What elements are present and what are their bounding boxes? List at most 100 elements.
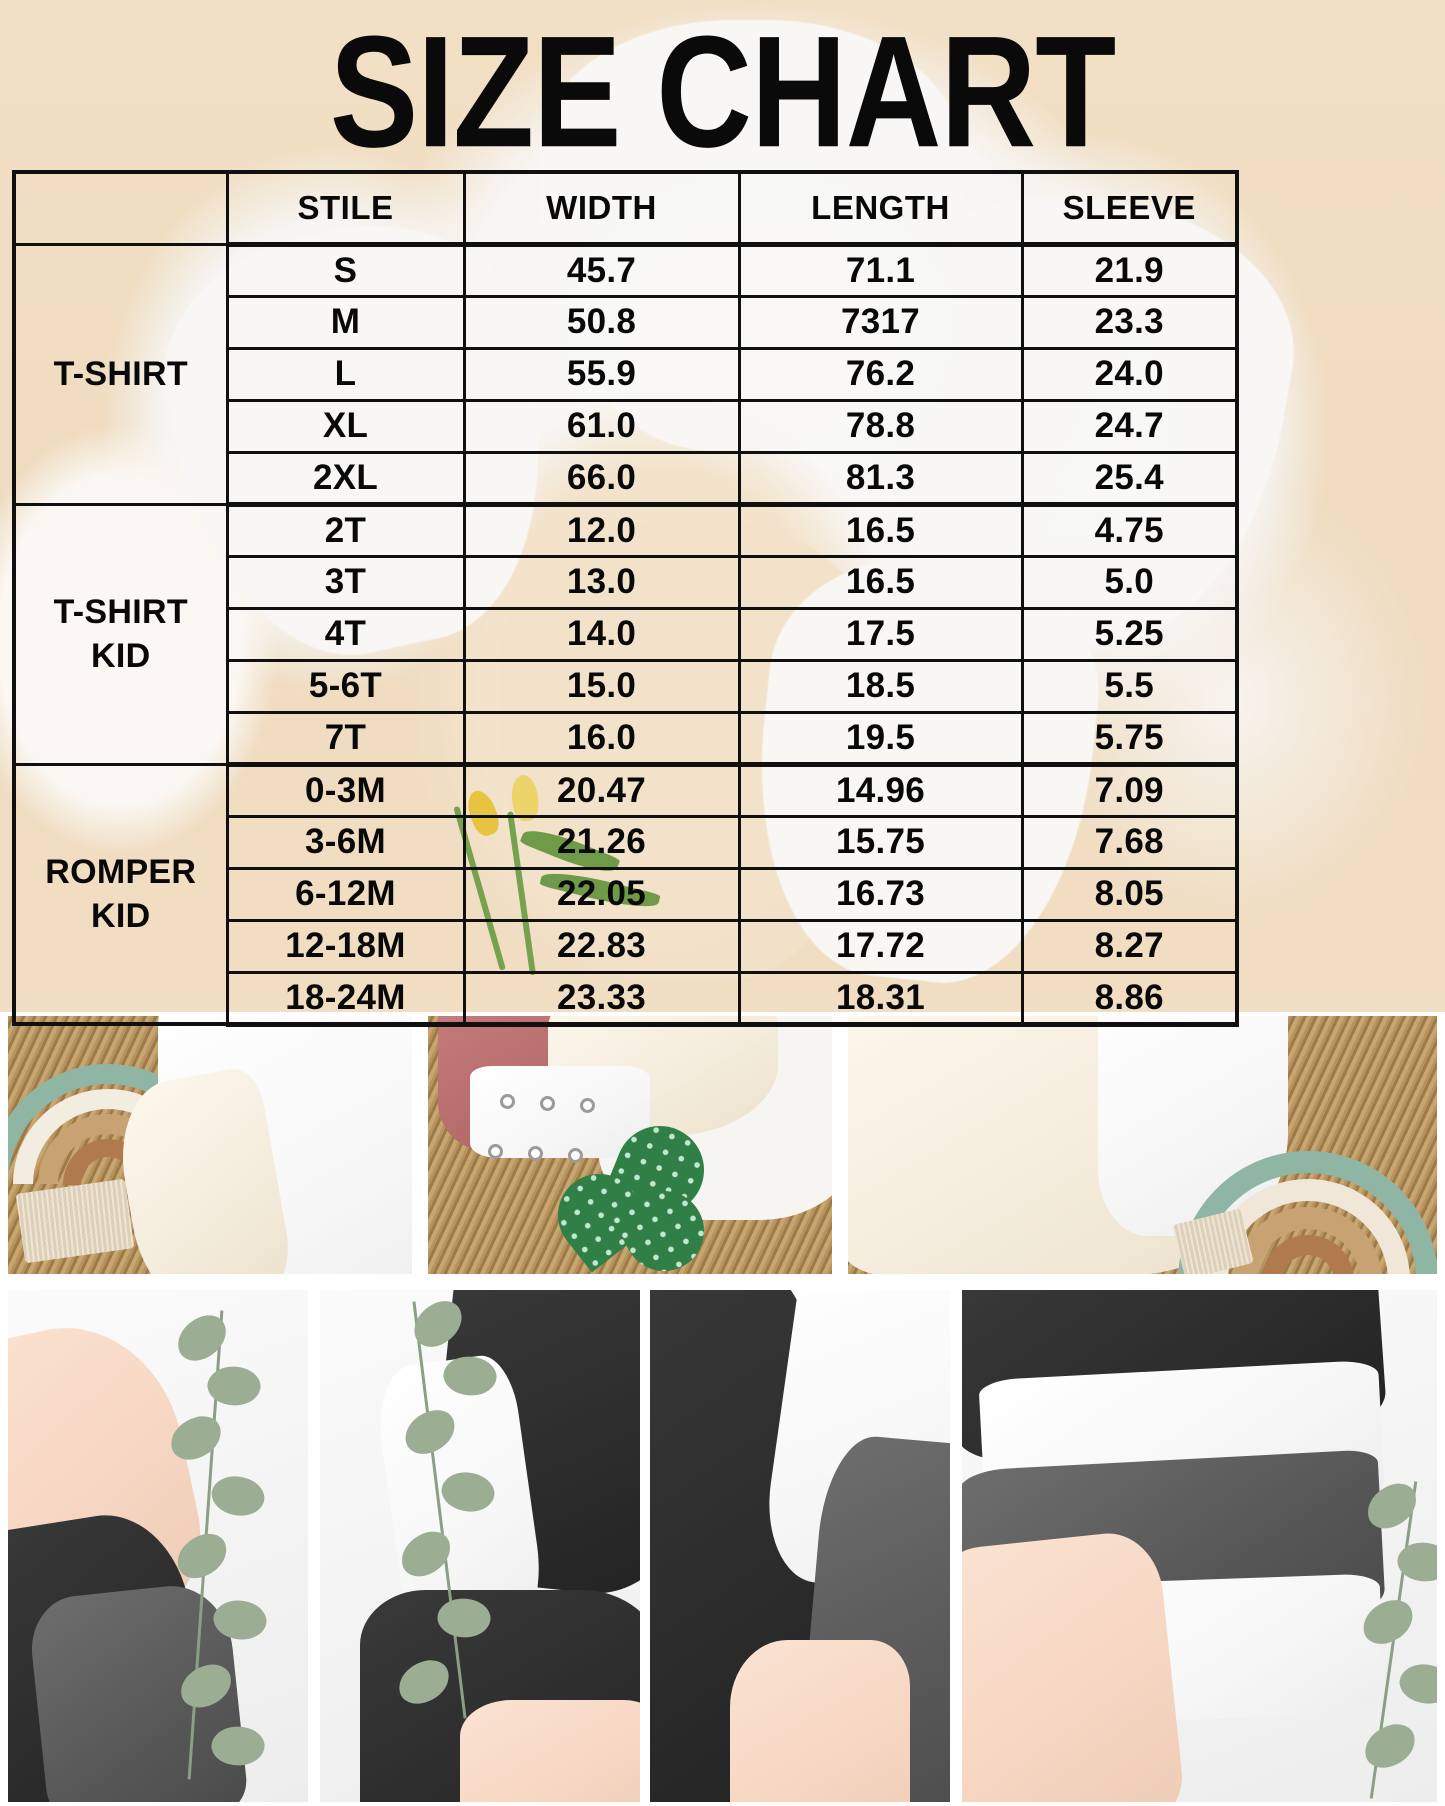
cell-width: 61.0 [462,398,741,454]
cell-sleeve: 7.09 [1020,761,1239,818]
cell-style: 4T [225,606,466,662]
cell-sleeve: 24.0 [1020,346,1239,402]
table-row: 12-18M 22.83 17.72 8.27 [14,918,1239,974]
photo-snap-closure-rompers [428,1016,832,1274]
category-line-2: KID [91,637,151,675]
cell-style: XL [225,398,466,454]
white-romper-placket [470,1066,650,1158]
cell-width: 55.9 [462,346,741,402]
cell-style: 0-3M [225,761,466,818]
cell-style: 3-6M [225,814,466,870]
cell-sleeve: 5.75 [1020,710,1239,767]
cell-length: 19.5 [737,710,1024,767]
table-row: 3T 13.0 16.5 5.0 [14,554,1239,610]
cell-length: 18.5 [737,658,1024,714]
cell-length: 17.5 [737,606,1024,662]
table-row: T-SHIRT S 45.7 71.1 21.9 [12,241,1239,506]
header-length: LENGTH [737,170,1024,246]
category-line-1: ROMPER [45,852,197,891]
size-table: STILE WIDTH LENGTH SLEEVE T-SHIRT S 45.7… [12,170,1239,1027]
cell-sleeve: 8.86 [1020,970,1239,1027]
table-row: 3-6M 21.26 15.75 7.68 [14,814,1239,870]
size-table-container: STILE WIDTH LENGTH SLEEVE T-SHIRT S 45.7… [12,170,1239,1027]
table-row: L 55.9 76.2 24.0 [14,346,1239,402]
cell-length: 15.75 [737,814,1024,870]
cell-length: 17.72 [737,918,1024,974]
table-row: M 50.8 7317 23.3 [14,294,1239,350]
table-header-row: STILE WIDTH LENGTH SLEEVE [12,170,1239,246]
cell-width: 45.7 [462,241,741,298]
cell-style: 5-6T [225,658,466,714]
cell-length: 14.96 [737,761,1024,818]
page-title: SIZE CHART [329,2,1116,181]
cell-style: 2XL [225,450,466,507]
cell-width: 15.0 [462,658,741,714]
cell-length: 16.5 [737,554,1024,610]
photo-grid [0,1012,1445,1806]
cell-sleeve: 8.05 [1020,866,1239,922]
photo-cream-tee-on-straw [848,1016,1437,1274]
peach-garment [962,1528,1187,1802]
cell-style: L [225,346,466,402]
cell-width: 23.33 [462,970,741,1027]
cell-width: 14.0 [462,606,741,662]
cell-sleeve: 7.68 [1020,814,1239,870]
table-row: 5-6T 15.0 18.5 5.5 [14,658,1239,714]
category-tshirt-kid: T-SHIRT KID [12,502,229,766]
cell-sleeve: 25.4 [1020,450,1239,507]
cell-width: 22.83 [462,918,741,974]
cell-width: 20.47 [462,761,741,818]
category-line-1: T-SHIRT [53,593,188,631]
snap-button [528,1146,543,1161]
cell-sleeve: 5.25 [1020,606,1239,662]
table-row: T-SHIRT KID 2T 12.0 16.5 4.75 [12,501,1239,766]
category-tshirt: T-SHIRT [12,242,229,506]
cell-width: 50.8 [462,294,741,350]
table-row: 18-24M 23.33 18.31 8.86 [14,970,1239,1027]
cell-width: 13.0 [462,554,741,610]
cell-style: 12-18M [225,918,466,974]
cell-style: 3T [225,554,466,610]
cell-sleeve: 4.75 [1020,501,1239,558]
peach-garment [460,1700,640,1802]
snap-button [580,1098,595,1113]
photo-black-white-tee-eucalyptus [320,1290,640,1802]
cell-style: 18-24M [225,970,466,1027]
cell-style: 2T [225,501,466,558]
cell-length: 81.3 [737,450,1024,507]
cell-length: 16.5 [737,501,1024,558]
cell-width: 21.26 [462,814,741,870]
cell-style: 6-12M [225,866,466,922]
snap-button [488,1144,503,1159]
table-row: 7T 16.0 19.5 5.75 [14,710,1239,767]
cell-style: M [225,294,466,350]
table-row: ROMPER KID 0-3M 20.47 14.96 7.09 [12,761,1239,1026]
category-romper-kid: ROMPER KID [12,762,229,1026]
table-row: 2XL 66.0 81.3 25.4 [14,450,1239,507]
cell-sleeve: 8.27 [1020,918,1239,974]
cell-sleeve: 23.3 [1020,294,1239,350]
cell-style: S [225,241,466,298]
header-width: WIDTH [462,170,741,246]
cell-sleeve: 5.5 [1020,658,1239,714]
cell-sleeve: 24.7 [1020,398,1239,454]
peach-garment [730,1640,910,1802]
snap-button [568,1148,583,1163]
cell-width: 12.0 [462,501,741,558]
cell-length: 16.73 [737,866,1024,922]
header-sleeve: SLEEVE [1020,170,1239,246]
cell-length: 18.31 [737,970,1024,1027]
table-row: 6-12M 22.05 16.73 8.05 [14,866,1239,922]
cell-sleeve: 5.0 [1020,554,1239,610]
cell-length: 76.2 [737,346,1024,402]
cell-length: 7317 [737,294,1024,350]
table-row: 4T 14.0 17.5 5.25 [14,606,1239,662]
photo-folded-tee-stack [962,1290,1437,1802]
snap-button [540,1096,555,1111]
header-stile: STILE [225,170,466,246]
category-line-2: KID [91,896,151,935]
photo-charcoal-white-layered-tees [650,1290,950,1802]
photo-peach-garment-eucalyptus [8,1290,308,1802]
cell-width: 22.05 [462,866,741,922]
